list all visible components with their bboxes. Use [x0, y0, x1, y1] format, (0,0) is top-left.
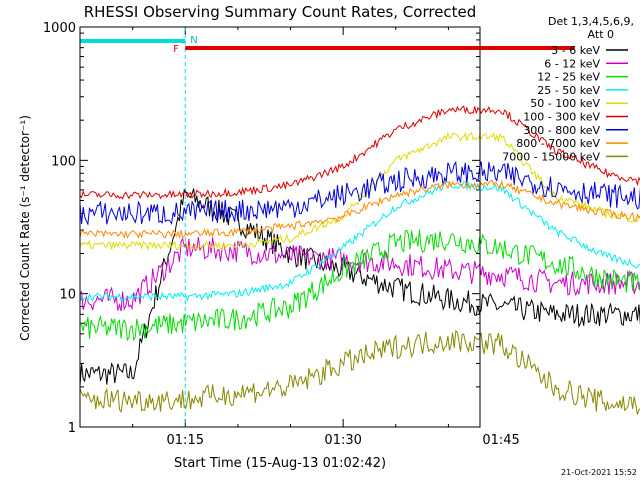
y-tick-label: 1000 [43, 21, 76, 36]
series-line [79, 188, 640, 386]
series-line [79, 105, 640, 200]
x-axis-label: Start Time (15-Aug-13 01:02:42) [174, 456, 386, 471]
footer-timestamp: 21-Oct-2021 15:52 [561, 468, 637, 477]
series-line [79, 179, 640, 240]
series-line [79, 161, 640, 226]
x-tick-label: 01:30 [324, 433, 361, 448]
y-tick-label: 100 [51, 154, 76, 169]
legend-label: 3 - 6 keV [551, 44, 600, 57]
series-line [79, 330, 640, 415]
plot-frame [79, 26, 481, 428]
legend-title-line-1: Det 1,3,4,5,6,9, [548, 15, 634, 28]
legend-label: 50 - 100 keV [530, 97, 600, 110]
legend-label: 6 - 12 keV [544, 57, 600, 70]
x-tick-label: 01:15 [167, 433, 204, 448]
series-line [79, 229, 640, 342]
legend-label: 300 - 800 keV [523, 124, 600, 137]
y-tick-label: 1 [68, 421, 76, 436]
legend-label: 25 - 50 keV [537, 84, 600, 97]
plot-area: 110100100001:1501:3001:4502:0002:1502:30… [43, 21, 640, 448]
legend-label: 800 - 7000 keV [516, 137, 600, 150]
series-line [79, 236, 640, 312]
y-tick-label: 10 [59, 288, 76, 303]
legend-label: 12 - 25 keV [537, 71, 600, 84]
x-tick-label: 01:45 [482, 433, 519, 448]
night-label: N [190, 35, 197, 46]
flare-label: F [173, 44, 179, 55]
legend-label: 7000 - 15000 keV [502, 150, 600, 163]
legend-label: 100 - 300 keV [523, 111, 600, 124]
legend-title-line-2: Att 0 [588, 28, 614, 41]
series-line [79, 181, 640, 303]
y-axis-label: Corrected Count Rate (s⁻¹ detector⁻¹) [18, 115, 32, 341]
chart-title: RHESSI Observing Summary Count Rates, Co… [84, 3, 477, 21]
